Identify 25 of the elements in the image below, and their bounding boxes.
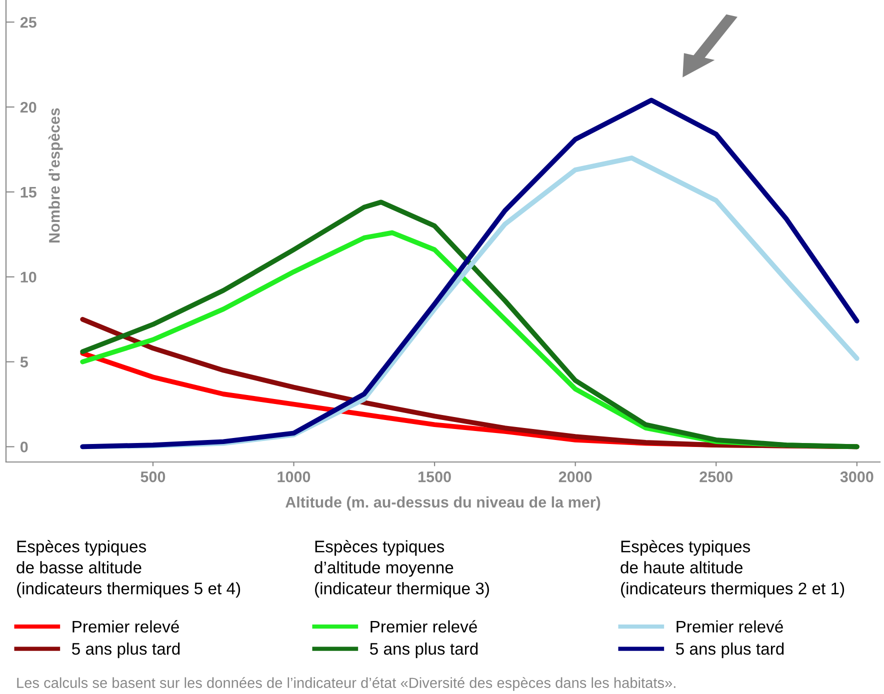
x-tick-label: 1500 <box>418 471 451 482</box>
text: Les calculs se basent sur les données de l’indicateur d’état «Diversité des espèces dans les habitats». <box>17 677 676 691</box>
legend-label: Premier relevé <box>370 620 477 633</box>
x-tick-label: 3000 <box>840 471 874 482</box>
x-axis-title: Altitude (m. au-dessus du niveau de la mer) <box>285 496 600 511</box>
y-tick-label: 10 <box>20 272 36 283</box>
legend-label: 5 ans plus tard <box>676 642 784 658</box>
text: Espèces typiques de haute altitude (indicateurs thermiques 2 et 1) <box>620 540 844 598</box>
x-tick-label: 500 <box>140 471 166 482</box>
legend-label: 5 ans plus tard <box>370 642 478 658</box>
x-tick-label: 2500 <box>700 471 732 482</box>
y-tick-label: 15 <box>20 186 36 198</box>
y-tick-label: 5 <box>20 356 28 368</box>
y-tick-label: 0 <box>20 442 28 452</box>
line-series <box>80 98 860 450</box>
text: Espèces typiques d’altitude moyenne (indicateur thermique 3) <box>314 540 489 598</box>
legend-label: 5 ans plus tard <box>72 642 180 658</box>
text: Espèces typiques de basse altitude (indicateurs thermiques 5 et 4) <box>16 540 240 598</box>
x-tick-label: 2000 <box>558 471 592 482</box>
x-tick-label: 1000 <box>278 471 310 482</box>
legend-label: Premier relevé <box>72 620 179 633</box>
y-axis-title: Nombre d’espèces <box>48 108 63 242</box>
legend-label: Premier relevé <box>676 620 783 633</box>
y-tick-label: 20 <box>20 102 36 113</box>
y-tick-label: 25 <box>20 16 36 28</box>
